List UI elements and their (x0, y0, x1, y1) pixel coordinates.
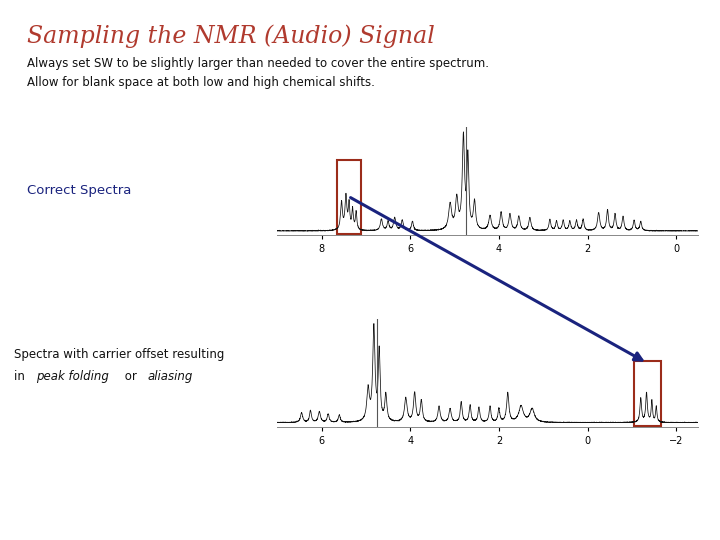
Text: Allow for blank space at both low and high chemical shifts.: Allow for blank space at both low and hi… (27, 76, 375, 89)
Text: or: or (121, 370, 140, 383)
Text: in: in (14, 370, 29, 383)
Text: Sampling the NMR (Audio) Signal: Sampling the NMR (Audio) Signal (27, 24, 435, 48)
Text: Always set SW to be slightly larger than needed to cover the entire spectrum.: Always set SW to be slightly larger than… (27, 57, 490, 70)
Text: peak folding: peak folding (36, 370, 109, 383)
Text: aliasing: aliasing (148, 370, 193, 383)
Bar (634, 361, 661, 426)
Text: Spectra with carrier offset resulting: Spectra with carrier offset resulting (14, 348, 225, 361)
Text: Correct Spectra: Correct Spectra (27, 184, 132, 197)
Bar (337, 160, 361, 234)
